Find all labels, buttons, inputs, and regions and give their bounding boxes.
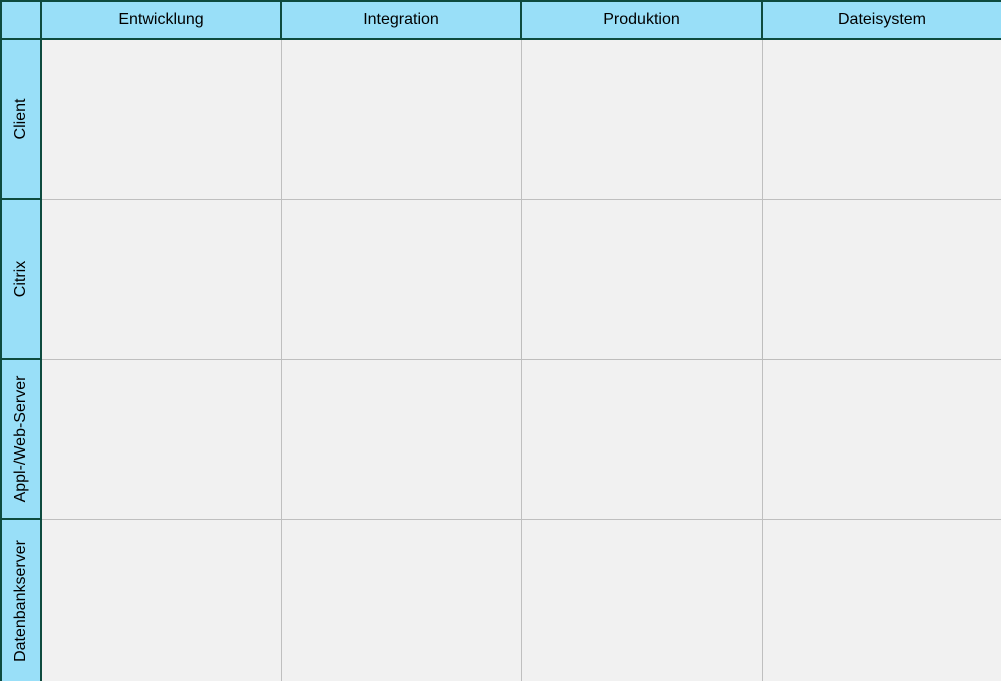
lane-cell-citrix-dateisystem[interactable] (761, 198, 1001, 360)
row-header-label: Datenbankserver (12, 539, 29, 662)
lane-cell-datenbankserver-produktion[interactable] (520, 518, 763, 681)
lane-row-citrix: Citrix (0, 198, 1001, 360)
lane-cell-client-dateisystem[interactable] (761, 38, 1001, 200)
row-header-label: Client (12, 98, 29, 140)
row-header-label: Appl-/Web-Server (12, 375, 29, 503)
lane-row-client: Client (0, 38, 1001, 200)
lane-cell-datenbankserver-integration[interactable] (280, 518, 522, 681)
lane-cell-client-entwicklung[interactable] (40, 38, 282, 200)
lane-cell-client-produktion[interactable] (520, 38, 763, 200)
column-header-integration[interactable]: Integration (280, 0, 522, 40)
lane-cell-appl-web-server-dateisystem[interactable] (761, 358, 1001, 520)
lane-cell-appl-web-server-integration[interactable] (280, 358, 522, 520)
column-header-label: Produktion (603, 11, 680, 28)
lane-row-appl-web-server: Appl-/Web-Server (0, 358, 1001, 520)
lane-cell-datenbankserver-dateisystem[interactable] (761, 518, 1001, 681)
lane-cell-appl-web-server-produktion[interactable] (520, 358, 763, 520)
column-header-dateisystem[interactable]: Dateisystem (761, 0, 1001, 40)
lane-cell-citrix-integration[interactable] (280, 198, 522, 360)
lane-cell-citrix-entwicklung[interactable] (40, 198, 282, 360)
corner-cell[interactable] (0, 0, 42, 40)
lane-row-datenbankserver: Datenbankserver (0, 518, 1001, 681)
column-header-entwicklung[interactable]: Entwicklung (40, 0, 282, 40)
column-header-label: Dateisystem (837, 11, 927, 28)
row-header-appl-web-server[interactable]: Appl-/Web-Server (0, 358, 42, 520)
row-header-citrix[interactable]: Citrix (0, 198, 42, 360)
row-header-datenbankserver[interactable]: Datenbankserver (0, 518, 42, 681)
lane-cell-datenbankserver-entwicklung[interactable] (40, 518, 282, 681)
column-header-produktion[interactable]: Produktion (520, 0, 763, 40)
column-header-label: Entwicklung (118, 11, 204, 28)
lane-cell-citrix-produktion[interactable] (520, 198, 763, 360)
column-header-label: Integration (363, 11, 439, 28)
lane-cell-client-integration[interactable] (280, 38, 522, 200)
lane-cell-appl-web-server-entwicklung[interactable] (40, 358, 282, 520)
row-header-label: Citrix (12, 260, 29, 298)
row-header-client[interactable]: Client (0, 38, 42, 200)
column-header-row: Entwicklung Integration Produktion Datei… (0, 0, 1001, 40)
